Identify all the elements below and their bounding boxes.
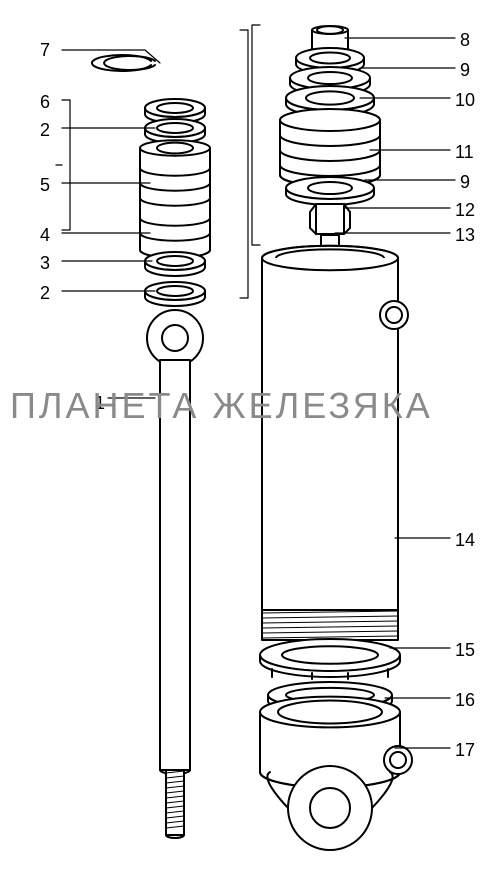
callout-number: 17 — [455, 740, 475, 761]
callout-number: 9 — [460, 172, 470, 193]
callout-number: 16 — [455, 690, 475, 711]
callout-number: 4 — [40, 225, 50, 246]
callout-number: 7 — [40, 40, 50, 61]
callout-number: 2 — [40, 120, 50, 141]
callout-number: 5 — [40, 175, 50, 196]
callout-number: 10 — [455, 90, 475, 111]
callout-number: 8 — [460, 30, 470, 51]
exploded-diagram — [0, 0, 500, 873]
callout-number: 11 — [455, 142, 474, 163]
callout-number: 13 — [455, 225, 475, 246]
callout-number: 14 — [455, 530, 475, 551]
callout-number: 15 — [455, 640, 475, 661]
callout-number: 2 — [40, 283, 50, 304]
callout-number: 12 — [455, 200, 475, 221]
callout-number: 9 — [460, 60, 470, 81]
callout-number: 3 — [40, 253, 50, 274]
callout-number: 6 — [40, 92, 50, 113]
watermark-text: ПЛАНЕТА ЖЕЛЕЗЯКА — [10, 385, 433, 427]
